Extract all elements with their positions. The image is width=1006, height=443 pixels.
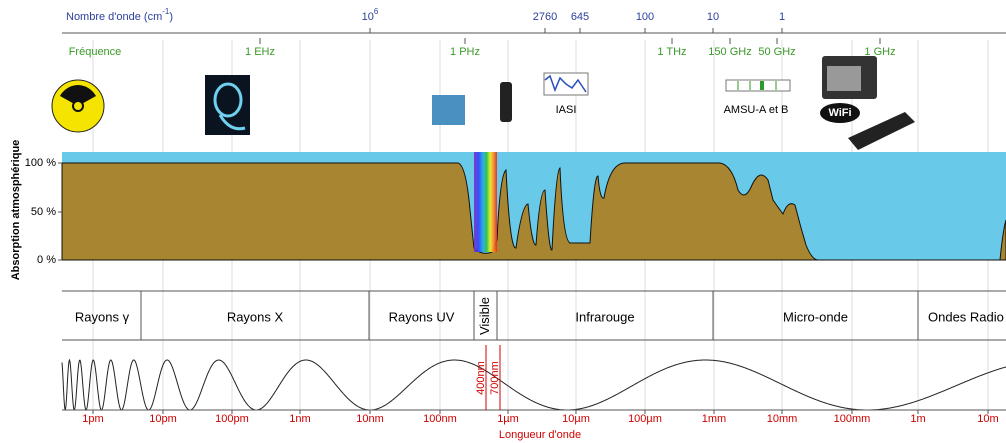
band-label: Rayons UV (389, 309, 455, 324)
band-label: Rayons γ (75, 309, 130, 324)
wavelength-label: 10nm (356, 413, 384, 425)
wave (61, 358, 1006, 411)
amsu-icon (725, 79, 791, 92)
wavelength-label: 100mm (834, 413, 871, 425)
amsu-label: AMSU-A et B (724, 104, 789, 116)
wavenumber-title: Nombre d'onde (cm-1) (66, 7, 173, 23)
wavenumber-label: 100 (636, 11, 654, 23)
absorption-title: Absorption atmosphérique (10, 140, 22, 281)
uv-icon (432, 95, 465, 125)
band-label: Ondes Radio (928, 309, 1004, 324)
absorption-tick-label: 100 % (25, 157, 56, 169)
wavelength-label: 100µm (628, 413, 662, 425)
wavelength-title: Longueur d'onde (499, 429, 581, 441)
wavelength-label: 10pm (149, 413, 177, 425)
band-label: Micro-onde (783, 309, 848, 324)
oven-window (827, 66, 861, 91)
wavenumber-label: 106 (362, 7, 379, 23)
wavelength-label: 10mm (767, 413, 798, 425)
frequency-label: 1 EHz (245, 46, 275, 58)
wavelength-label: 1m (910, 413, 925, 425)
wavelength-label: 1nm (289, 413, 310, 425)
frequency-label: 1 THz (657, 46, 686, 58)
frequency-title: Fréquence (69, 46, 122, 58)
wifi-label: WiFi (828, 107, 851, 119)
wavelength-label: 1pm (82, 413, 103, 425)
wavenumber-label: 10 (707, 11, 719, 23)
wavelength-label: 100pm (215, 413, 249, 425)
absorption-area (61, 162, 1006, 261)
band-label: Infrarouge (575, 309, 634, 324)
band-label: Rayons X (227, 309, 284, 324)
iasi-icon (543, 72, 589, 96)
wifi-icon (820, 103, 860, 123)
iasi-label: IASI (556, 104, 577, 116)
xray-icon (205, 75, 250, 135)
wavenumber-label: 2760 (533, 11, 557, 23)
wavelength-label: 1mm (702, 413, 726, 425)
wavelength-label: 1µm (497, 413, 519, 425)
frequency-label: 1 GHz (864, 46, 895, 58)
frequency-label: 50 GHz (758, 46, 795, 58)
frequency-label: 150 GHz (708, 46, 751, 58)
frequency-label: 1 PHz (450, 46, 480, 58)
phone-icon (848, 112, 915, 150)
visible-spectrum (474, 152, 497, 252)
radiation-icon (51, 79, 105, 133)
wavenumber-label: 645 (571, 11, 589, 23)
wavenumber-label: 1 (779, 11, 785, 23)
remote-icon (500, 82, 512, 122)
wavelength-label: 100nm (423, 413, 457, 425)
wavelength-label: 10m (977, 413, 998, 425)
visible-marker: 400nm (475, 361, 487, 395)
absorption-tick-label: 50 % (31, 206, 56, 218)
visible-marker: 700nm (489, 361, 501, 395)
band-label: Visible (477, 297, 492, 335)
absorption-tick-label: 0 % (37, 254, 56, 266)
wavelength-label: 10µm (562, 413, 590, 425)
